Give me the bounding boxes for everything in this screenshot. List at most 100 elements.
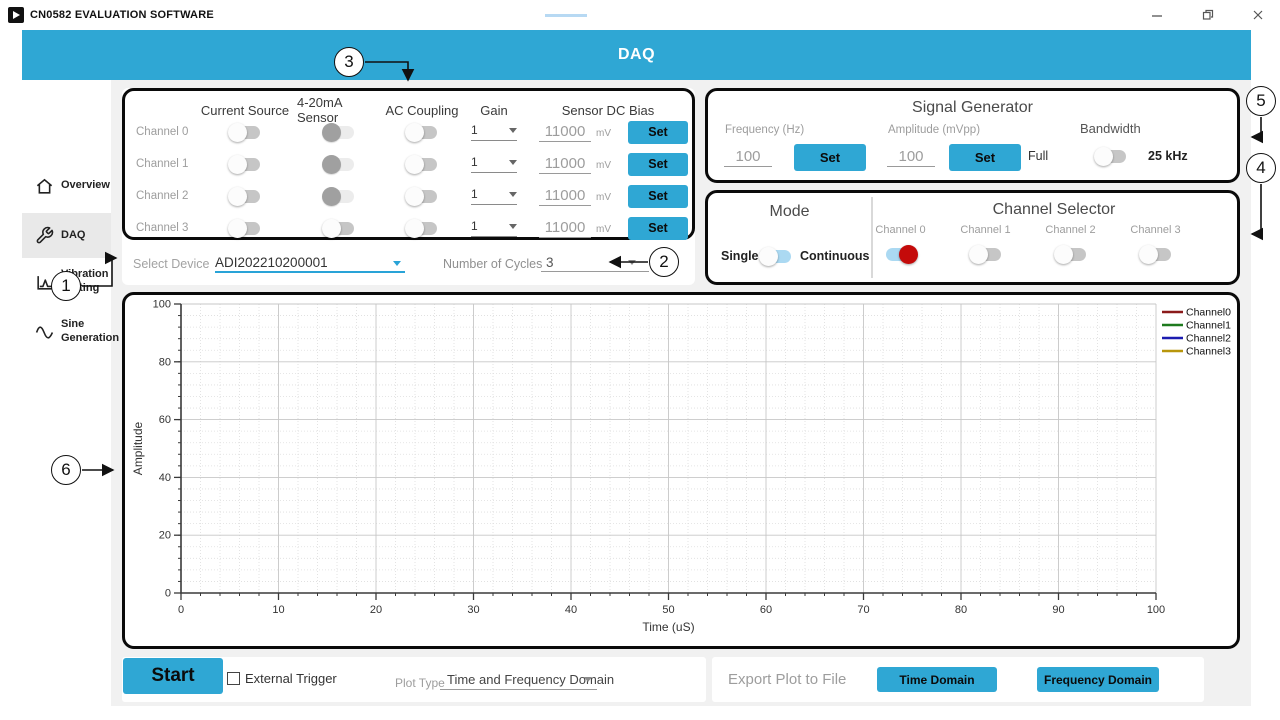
420ma-sensor-toggle[interactable] [322,122,354,142]
callout-5: 5 [1246,86,1276,116]
select-device-label: Select Device [133,257,210,271]
export-time-domain-button[interactable]: Time Domain [877,667,997,692]
channel-config-panel: Current Source 4-20mA Sensor AC Coupling… [122,88,695,240]
title-bar: CN0582 EVALUATION SOFTWARE [0,0,1280,30]
gain-select[interactable]: 1 [471,123,517,141]
export-frequency-domain-button[interactable]: Frequency Domain [1037,667,1159,692]
device-select[interactable]: ADI202210200001 [215,255,328,270]
dc-bias-input[interactable]: 11000 [539,123,591,142]
frequency-input[interactable]: 100 [724,148,772,167]
channel-2-toggle[interactable] [1053,245,1086,264]
current-source-toggle[interactable] [228,122,260,142]
mode-toggle[interactable] [759,247,791,266]
sidebar-item-label: Sine Generation [61,318,120,344]
dc-bias-unit: mV [596,127,611,139]
external-trigger-checkbox[interactable] [227,672,240,685]
chevron-down-icon [509,223,517,229]
current-source-toggle[interactable] [228,154,260,174]
app-title: CN0582 EVALUATION SOFTWARE [30,9,214,21]
gain-select[interactable]: 1 [471,187,517,205]
ac-coupling-toggle[interactable] [405,154,437,174]
mode-title: Mode [769,203,810,220]
bandwidth-toggle[interactable] [1094,147,1126,166]
callout-1: 1 [51,271,81,301]
column-header-420ma-sensor: 4-20mA Sensor [297,95,342,125]
channel-row: Channel 0 1 11000 mV Set [129,119,691,145]
chevron-down-icon [509,191,517,197]
set-frequency-button[interactable]: Set [794,144,866,171]
sine-wave-icon [35,325,54,339]
ac-coupling-toggle[interactable] [405,122,437,142]
cycles-underline [541,271,649,272]
minimize-button[interactable] [1142,4,1172,26]
svg-text:0: 0 [165,588,171,600]
sidebar-item-label: DAQ [61,228,86,241]
sidebar-item-overview[interactable]: Overview [22,170,111,202]
svg-text:60: 60 [760,604,772,616]
chevron-down-icon [509,159,517,165]
column-header-gain: Gain [480,102,508,118]
svg-text:0: 0 [178,604,184,616]
svg-text:30: 30 [467,604,479,616]
vibration-chart-icon [37,275,52,290]
start-button[interactable]: Start [123,658,223,694]
svg-text:50: 50 [662,604,674,616]
dc-bias-unit: mV [596,223,611,235]
dc-bias-unit: mV [596,191,611,203]
chevron-down-icon[interactable] [628,260,636,265]
daq-control-card: Current Source 4-20mA Sensor AC Coupling… [122,88,695,285]
callout-6: 6 [51,455,81,485]
420ma-sensor-toggle[interactable] [322,186,354,206]
current-source-toggle[interactable] [228,218,260,238]
chevron-down-icon[interactable] [584,677,592,682]
sidebar-item-sine-generation[interactable]: Sine Generation [22,313,119,351]
gain-value: 1 [471,187,478,201]
set-bias-button[interactable]: Set [628,120,688,144]
device-select-underline [215,271,405,273]
420ma-sensor-toggle[interactable] [322,154,354,174]
set-bias-button[interactable]: Set [628,216,688,240]
wrench-icon [36,226,54,244]
current-source-toggle[interactable] [228,186,260,206]
channel-row-label: Channel 1 [136,158,189,170]
svg-text:100: 100 [1147,604,1165,616]
gain-select[interactable]: 1 [471,219,517,237]
channel-label: Channel 2 [1045,224,1096,236]
callout-2: 2 [649,247,679,277]
number-of-cycles-select[interactable]: 3 [546,255,554,270]
set-bias-button[interactable]: Set [628,152,688,176]
420ma-sensor-toggle[interactable] [322,218,354,238]
set-bias-button[interactable]: Set [628,184,688,208]
set-amplitude-button[interactable]: Set [949,144,1021,171]
plot-type-select[interactable]: Time and Frequency Domain [447,672,615,687]
channel-0-toggle[interactable] [885,245,918,264]
maximize-restore-button[interactable] [1193,4,1223,26]
channel-row-label: Channel 0 [136,126,189,138]
ac-coupling-toggle[interactable] [405,186,437,206]
svg-text:70: 70 [857,604,869,616]
dc-bias-input[interactable]: 11000 [539,155,591,174]
external-trigger-label: External Trigger [245,671,337,686]
plot-panel: 0 10 20 30 40 50 60 70 80 90 100 0 20 40 60 80 100 Time (… [122,292,1240,649]
close-button[interactable] [1243,4,1273,26]
gain-select[interactable]: 1 [471,155,517,173]
amplitude-input[interactable]: 100 [887,148,935,167]
page-title: DAQ [617,46,656,63]
dc-bias-input[interactable]: 11000 [539,187,591,206]
svg-text:Channel3: Channel3 [1186,346,1231,358]
svg-text:80: 80 [955,604,967,616]
svg-text:80: 80 [159,356,171,368]
home-icon [36,178,53,194]
dc-bias-input[interactable]: 11000 [539,219,591,238]
sidebar-item-daq[interactable]: DAQ [22,213,111,258]
channel-selector-col: Channel 1 [943,224,1028,266]
bandwidth-label: Bandwidth [1080,121,1141,136]
export-bar: Export Plot to File Time Domain Frequenc… [712,657,1204,702]
channel-1-toggle[interactable] [968,245,1001,264]
panel-divider [871,197,873,278]
ac-coupling-toggle[interactable] [405,218,437,238]
channel-3-toggle[interactable] [1138,245,1171,264]
chevron-down-icon[interactable] [393,261,401,266]
channel-selector-col: Channel 3 [1113,224,1198,266]
